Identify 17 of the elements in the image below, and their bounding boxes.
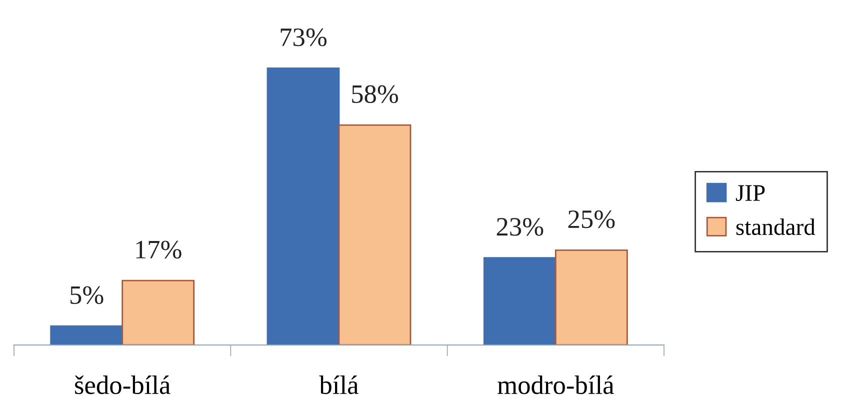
legend-label: JIP bbox=[736, 185, 765, 201]
x-tick-label: bílá bbox=[319, 376, 358, 394]
bar bbox=[266, 68, 340, 345]
data-label: 25% bbox=[568, 210, 615, 228]
x-tick-label: šedo-bílá bbox=[75, 376, 170, 394]
bar bbox=[554, 250, 628, 345]
bar bbox=[483, 257, 556, 345]
data-label: 73% bbox=[280, 28, 327, 46]
legend-label: standard bbox=[736, 218, 816, 236]
bar bbox=[338, 124, 412, 345]
bar bbox=[50, 325, 124, 345]
data-label: 58% bbox=[352, 85, 398, 104]
data-label: 17% bbox=[136, 240, 182, 259]
data-label: 23% bbox=[496, 218, 544, 236]
bar bbox=[122, 280, 195, 345]
data-label: 5% bbox=[70, 286, 104, 304]
x-tick-label: modro-bílá bbox=[498, 376, 614, 394]
